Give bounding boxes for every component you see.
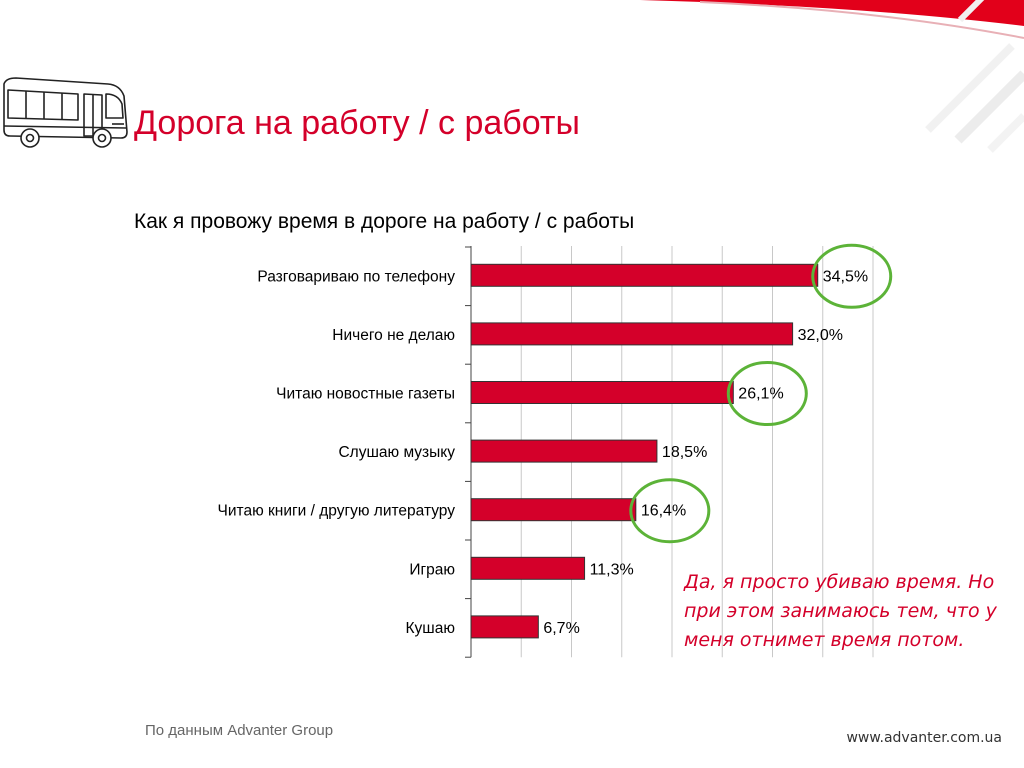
- website-url: www.advanter.com.ua: [846, 730, 1002, 746]
- value-label: 34,5%: [823, 268, 868, 285]
- highlight-circle: [629, 478, 711, 544]
- bar: [470, 615, 539, 639]
- bar: [470, 498, 637, 522]
- value-label: 32,0%: [798, 327, 843, 344]
- value-label: 18,5%: [662, 444, 707, 461]
- category-label: Слушаю музыку: [338, 444, 455, 461]
- category-label: Читаю новостные газеты: [276, 386, 455, 403]
- bar: [470, 381, 734, 404]
- bar: [470, 322, 794, 346]
- commentary-note: Да, я просто убиваю время. Но при этом з…: [684, 571, 997, 651]
- category-label: Играю: [409, 561, 455, 578]
- page-title: Дорога на работу / с работы: [134, 104, 580, 142]
- category-label: Читаю книги / другую литературу: [218, 503, 456, 520]
- bar: [470, 556, 586, 580]
- category-label: Кушаю: [406, 620, 455, 637]
- value-label: 26,1%: [738, 386, 783, 403]
- bus-icon: [3, 77, 128, 148]
- bar: [470, 263, 819, 287]
- value-label: 6,7%: [543, 620, 579, 637]
- bar: [470, 439, 658, 463]
- source-credit: По данным Advanter Group: [145, 722, 334, 739]
- highlight-circle: [811, 243, 893, 309]
- category-label: Разговариваю по телефону: [257, 268, 455, 285]
- highlight-circle: [726, 361, 808, 426]
- value-label: 16,4%: [641, 503, 686, 520]
- value-label: 11,3%: [590, 561, 634, 578]
- category-label: Ничего не делаю: [332, 327, 455, 344]
- chart-title: Как я провожу время в дороге на работу /…: [134, 210, 635, 233]
